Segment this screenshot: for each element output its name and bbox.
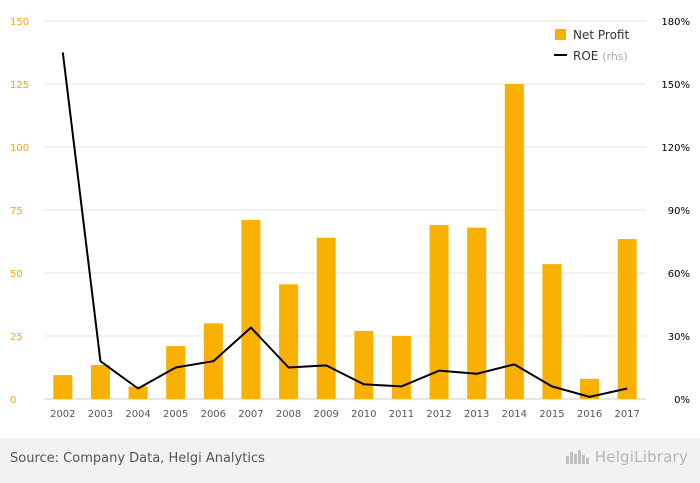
skyline-icon [565,450,589,464]
left-tick-label: 0 [10,395,16,406]
legend-label-net-profit: Net Profit [573,28,629,42]
left-tick-label: 100 [10,143,29,154]
x-tick-label: 2010 [351,409,376,420]
right-tick-label: 150% [661,80,690,91]
x-tick-label: 2017 [614,409,639,420]
right-tick-label: 60% [668,269,690,280]
right-tick-label: 120% [661,143,690,154]
left-tick-label: 50 [10,269,23,280]
roe-line [61,52,628,398]
x-tick-label: 2007 [238,409,263,420]
logo-text: HelgiLibrary [594,448,688,466]
bar-2005 [166,346,186,399]
bar-2004 [128,386,148,399]
x-tick-label: 2015 [539,409,564,420]
x-tick-label: 2005 [163,409,188,420]
x-tick-label: 2016 [577,409,602,420]
bar-2011 [391,336,411,399]
x-tick-label: 2012 [426,409,451,420]
left-axis-ticks: 0 25 50 75 100 125 150 [10,17,29,406]
bar-2007 [241,220,261,399]
bar-2002 [53,375,73,399]
bar-2012 [429,225,449,399]
right-tick-label: 0% [674,395,690,406]
left-tick-label: 125 [10,80,29,91]
helgi-library-logo: HelgiLibrary [565,448,688,466]
x-tick-label: 2013 [464,409,489,420]
legend: Net Profit ROE (rhs) [554,28,629,63]
combo-chart: 0 25 50 75 100 125 150 0% 30% 60% 90% 120% 150% 180%… [10,17,690,420]
bar-2009 [316,237,336,399]
x-tick-label: 2002 [50,409,75,420]
left-tick-label: 25 [10,332,23,343]
bar-2015 [542,264,562,399]
bar-2017 [617,238,637,399]
legend-label-roe: ROE (rhs) [573,49,628,63]
legend-swatch-net-profit [555,29,566,40]
left-tick-label: 75 [10,206,23,217]
bar-2010 [354,330,374,399]
x-tick-label: 2011 [389,409,414,420]
source-text: Source: Company Data, Helgi Analytics [10,451,265,466]
x-tick-label: 2006 [201,409,226,420]
x-tick-label: 2003 [88,409,113,420]
right-tick-label: 90% [668,206,690,217]
x-tick-label: 2004 [125,409,150,420]
bar-2013 [467,227,487,399]
bar-2008 [279,284,299,399]
right-tick-label: 30% [668,332,690,343]
x-axis-ticks: 2002 2003 2004 2005 2006 2007 2008 2009 2010 2011… [50,409,640,420]
footer: Source: Company Data, Helgi Analytics He… [0,438,700,483]
bar-2016 [580,378,600,399]
right-tick-label: 180% [661,17,690,28]
legend-label-roe-suffix: (rhs) [602,50,628,63]
gridlines [44,20,646,400]
x-tick-label: 2008 [276,409,301,420]
bar-2003 [90,364,110,399]
x-tick-label: 2014 [502,409,527,420]
left-tick-label: 150 [10,17,29,28]
x-tick-label: 2009 [313,409,338,420]
bar-series-net-profit [53,84,637,399]
right-axis-ticks: 0% 30% 60% 90% 120% 150% 180% [661,17,690,406]
bar-2014 [504,84,524,399]
line-series-roe [61,52,628,398]
